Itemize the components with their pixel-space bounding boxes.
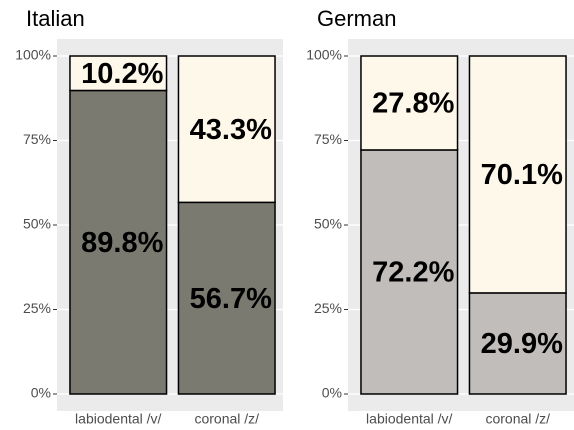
- value-label: 70.1%: [481, 159, 563, 191]
- y-tick-label: 50%: [314, 216, 342, 232]
- value-label: 27.8%: [372, 88, 454, 120]
- y-tick-label: 100%: [15, 47, 51, 63]
- bar-segment: [360, 149, 459, 395]
- chart-title: German: [317, 6, 396, 31]
- x-tick-label: labiodental /v/: [366, 411, 453, 427]
- y-tick-label: 75%: [23, 131, 51, 147]
- x-tick-label: coronal /z/: [194, 411, 259, 427]
- bar-segment: [468, 292, 567, 395]
- bar-segment: [177, 201, 276, 395]
- y-tick-label: 25%: [23, 300, 51, 316]
- y-tick-label: 50%: [23, 216, 51, 232]
- x-tick-label: coronal /z/: [485, 411, 550, 427]
- y-tick-label: 0%: [322, 385, 342, 401]
- value-label: 10.2%: [81, 58, 163, 90]
- y-tick-label: 100%: [306, 47, 342, 63]
- bar-segment: [69, 55, 168, 92]
- y-tick-label: 75%: [314, 131, 342, 147]
- y-tick-label: 25%: [314, 300, 342, 316]
- value-label: 72.2%: [372, 257, 454, 289]
- value-label: 29.9%: [481, 328, 563, 360]
- value-label: 56.7%: [190, 283, 272, 315]
- bar-segment: [177, 55, 276, 204]
- bar-segment: [468, 55, 567, 294]
- chart-title: Italian: [26, 6, 85, 31]
- value-label: 89.8%: [81, 227, 163, 259]
- bar-segment: [69, 89, 168, 395]
- value-label: 43.3%: [190, 114, 272, 146]
- x-tick-label: labiodental /v/: [75, 411, 162, 427]
- bar-segment: [360, 55, 459, 151]
- y-tick-label: 0%: [31, 385, 51, 401]
